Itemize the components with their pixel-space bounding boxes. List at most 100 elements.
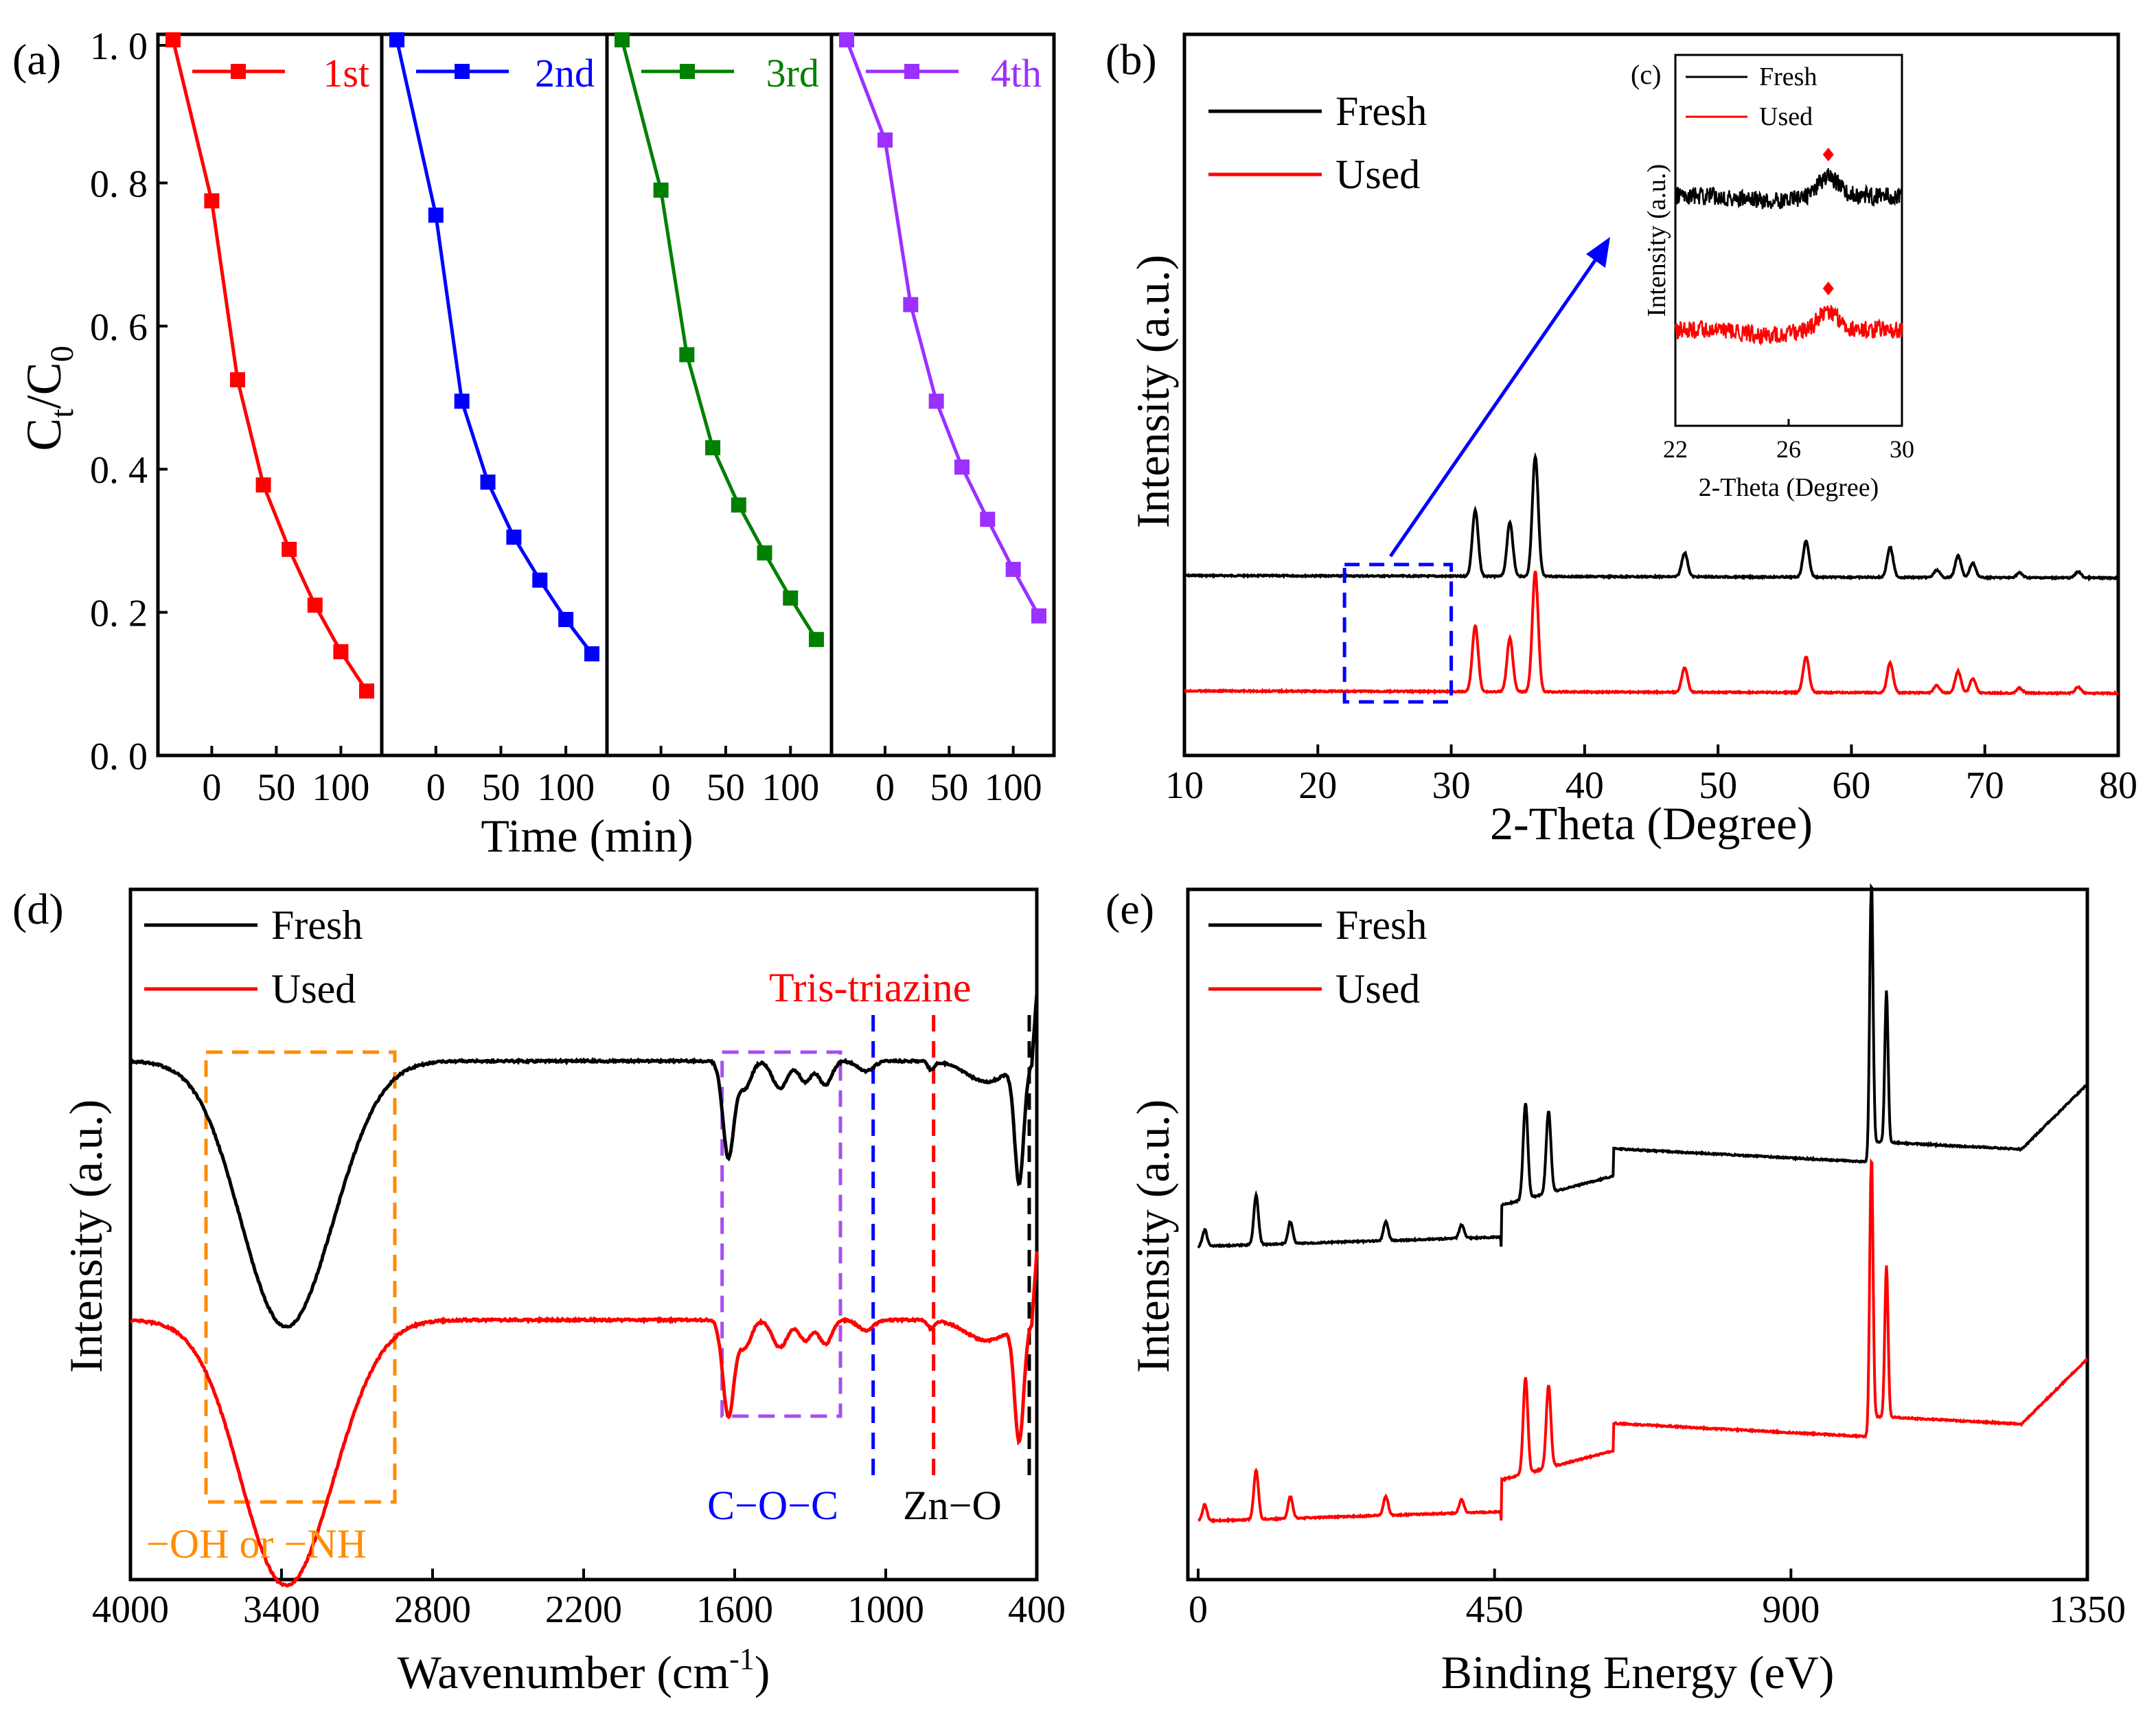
panel-a-legend-marker-3rd [680,64,695,79]
panel-d-legend-used: Used [271,966,356,1012]
panel-a-legend-label-3rd: 3rd [766,51,819,95]
panel-d-x-tick-label: 1000 [847,1589,924,1631]
panel-a-data-point-2nd [389,32,404,47]
panel-c-series [1674,148,1903,346]
panel-a-x-tick-label: 50 [930,766,968,809]
panel-c-x-tick-label: 26 [1776,435,1801,463]
panel-d-x-title-end: ) [755,1646,770,1698]
panel-a-series-line-3rd [620,39,818,641]
panel-b-x-tick-label: 70 [1966,764,2004,807]
panel-a-data-point-1st [165,32,181,47]
panel-a-series-line-2nd [395,39,593,655]
panel-a-data-point-2nd [506,530,522,545]
panel-a-legend-label-4th: 4th [991,51,1042,95]
panel-b-x-ticks: 10 20 30 40 50 60 70 80 [1165,744,2137,807]
panel-d-legend: Fresh Used [144,902,363,1012]
annotation-oh-nh: −OH or −NH [146,1521,367,1567]
panel-b-legend: Fresh Used [1208,89,1427,197]
panel-a-data-point-1st [204,193,220,209]
panel-e-series-line-Used [1197,1158,2088,1524]
panel-b-x-tick-label: 50 [1699,764,1737,807]
panel-b-x-tick-label: 40 [1566,764,1604,807]
panel-c-x-tick-label: 30 [1890,435,1914,463]
panel-a-data-point-3rd [705,440,721,455]
panel-d-x-tick-label: 2200 [545,1589,622,1631]
panel-a-data-point-1st [307,597,323,613]
panel-a-data-point-3rd [783,590,799,606]
panel-c-peak-marker [1822,148,1834,161]
panel-a-data-point-4th [980,512,996,527]
panel-a-x-ticks: 0 50 100 0 50 100 0 50 100 0 50 100 [202,746,1042,809]
panel-e-x-tick-label: 450 [1466,1589,1524,1631]
panel-c-peak-marker [1822,282,1834,295]
panel-e: (e) 0 450 900 1350 Fresh Used Binding Energ… [1105,883,2126,1698]
panel-b-zoom-arrow [1388,254,1601,558]
panel-e-y-title: Intensity (a.u.) [1127,1100,1179,1373]
panel-a-y-title: Ct/C0 [16,345,80,451]
panel-a-legend-marker-1st [231,64,246,79]
panel-d-series-line-Used [129,1251,1039,1588]
panel-a-x-tick-label: 50 [257,766,295,809]
panel-a-data-point-4th [1005,562,1021,578]
panel-b: (b) 10 20 30 40 50 60 70 80 Fresh Used 2-Theta … [1105,32,2137,850]
panel-a-data-point-4th [839,32,854,47]
panel-c-inset: (c) 22 26 30 Fresh Used 2-Theta (Degree) I… [1631,54,1914,502]
panel-c-legend-used: Used [1759,102,1813,131]
panel-b-series-line-Fresh [1184,452,2120,582]
panel-a-y-title-main: C [16,418,71,451]
panel-a-legend-marker-4th [904,64,919,79]
panel-a-legend-marker-2nd [455,64,470,79]
panel-a-data-point-3rd [757,545,772,561]
annotation-coc: C−O−C [707,1483,838,1528]
panel-b-legend-fresh: Fresh [1335,89,1427,134]
panel-d-x-title-main: Wavenumber (cm [398,1646,730,1698]
panel-a-data-point-2nd [584,646,599,662]
annotation-tris-triazine: Tris-triazine [769,965,971,1010]
panel-c-legend-fresh: Fresh [1759,62,1817,91]
panel-d-series [129,993,1039,1588]
panel-a-x-tick-label: 50 [707,766,745,809]
oh-nh-region-box [204,1050,397,1504]
panel-a-legend-label-2nd: 2nd [535,51,595,95]
panel-a-x-tick-label: 100 [312,766,369,809]
panel-a-label: (a) [12,35,61,84]
panel-e-legend-used: Used [1335,966,1420,1012]
panel-a-y-tick-label: 0. 8 [90,163,148,205]
panel-a-data-point-1st [359,683,374,699]
panel-a-x-tick-label: 50 [481,766,520,809]
panel-a-legend-label-1st: 1st [323,51,369,95]
panel-e-series-line-Fresh [1197,883,2089,1249]
panel-d-x-tick-label: 400 [1008,1589,1066,1631]
panel-b-y-title: Intensity (a.u.) [1127,255,1179,528]
panel-a-data-point-4th [903,297,919,312]
panel-a-data-point-1st [282,541,297,557]
panel-d-x-title-sup: -1 [729,1642,755,1676]
panel-a-y-ticks: 0. 0 0. 2 0. 4 0. 6 0. 8 1. 0 [90,25,168,778]
panel-a-y-title-mid: /C [16,362,71,409]
panel-d-x-title: Wavenumber (cm-1) [398,1642,770,1698]
panel-e-series [1197,883,2089,1524]
panel-a-data-point-4th [954,459,970,475]
panel-d-x-tick-label: 1600 [696,1589,773,1631]
panel-d-legend-fresh: Fresh [271,902,363,948]
panel-a-y-tick-label: 1. 0 [90,25,148,68]
panel-b-legend-used: Used [1335,152,1420,197]
panel-a-data-point-4th [1031,608,1046,624]
panel-b-x-tick-label: 60 [1832,764,1870,807]
panel-a-series-line-1st [171,39,369,692]
panel-e-legend-fresh: Fresh [1335,902,1427,948]
panel-a-y-tick-label: 0. 0 [90,736,148,778]
panel-a-x-tick-label: 100 [985,766,1042,809]
panel-a-series-line-4th [845,39,1041,617]
panel-d-x-ticks: 4000 3400 2800 2200 1600 1000 400 [92,1569,1066,1631]
panel-a-y-tick-label: 0. 2 [90,593,148,635]
panel-a-data-point-3rd [731,497,746,513]
panel-d-x-tick-label: 4000 [92,1589,169,1631]
panel-a-legends: 1st 2nd 3rd 4th [192,51,1042,95]
panel-a-y-title-sub1: t [44,409,80,418]
panel-a-x-tick-label: 0 [426,766,446,809]
panel-e-x-tick-label: 1350 [2049,1589,2126,1631]
panel-d-label: (d) [12,885,64,933]
panel-a-series [165,32,1046,699]
